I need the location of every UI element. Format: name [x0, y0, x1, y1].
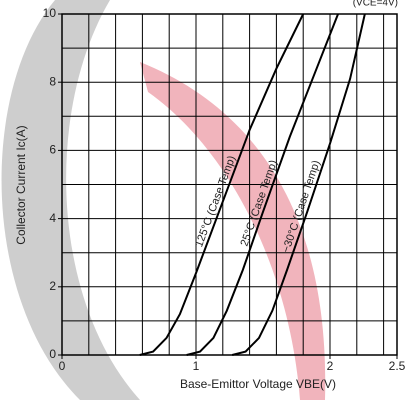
plot-frame [61, 13, 398, 356]
x-tick-label: 1 [193, 359, 200, 373]
y-axis-title: Collector Current Ic(A) [14, 125, 28, 244]
y-tick-label: 10 [43, 6, 57, 20]
x-axis-title: Base-Emittor Voltage VBE(V) [180, 377, 336, 391]
watermark-pink [140, 62, 326, 400]
y-tick-label: 8 [49, 74, 56, 88]
y-tick-label: 4 [49, 211, 56, 225]
y-tick-label: 2 [49, 279, 56, 293]
curve-label: 125°C (Case Temp) [193, 154, 238, 249]
curve [231, 13, 366, 356]
condition-note: (VCE=4V) [353, 0, 398, 9]
curve [139, 13, 305, 356]
x-tick-label: 2 [327, 359, 334, 373]
y-tick-label: 6 [49, 143, 56, 157]
x-tick-label: 0 [59, 359, 66, 373]
curve [186, 13, 339, 356]
y-tick-label: 0 [49, 347, 56, 361]
watermark [1, 0, 326, 400]
x-tick-label: 2.5 [389, 359, 406, 373]
watermark-gray [1, 0, 140, 400]
